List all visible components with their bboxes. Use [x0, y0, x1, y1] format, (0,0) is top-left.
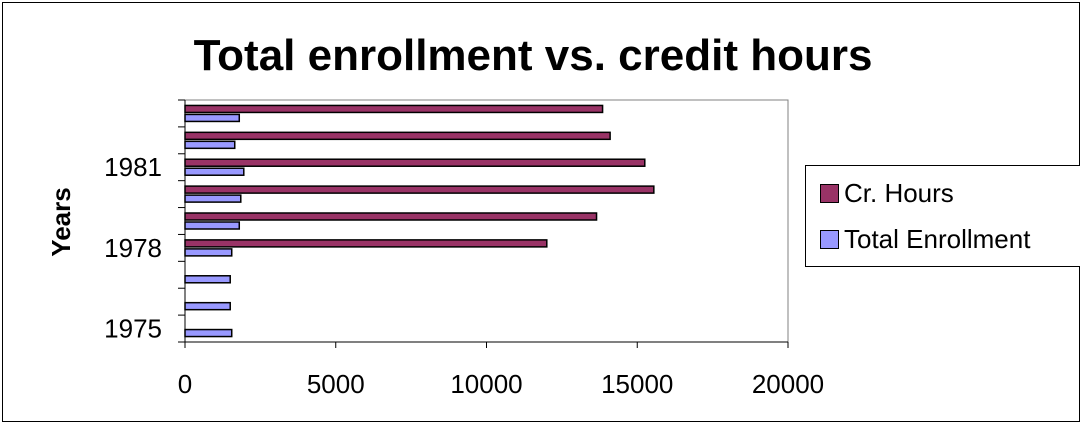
bar-total-enrollment-1981 — [184, 167, 245, 176]
legend: Cr. Hours Total Enrollment — [805, 165, 1080, 267]
x-tick-label: 20000 — [752, 369, 824, 399]
bar-cr-hours-1980 — [184, 185, 655, 194]
legend-item-cr-hours: Cr. Hours — [820, 178, 954, 209]
x-tick-label: 0 — [178, 369, 192, 399]
bar-total-enrollment-1975 — [184, 328, 233, 338]
bar-total-enrollment-1978 — [184, 248, 233, 257]
bar-total-enrollment-1977 — [184, 275, 231, 284]
bar-total-enrollment-1980 — [184, 194, 242, 203]
bar-total-enrollment-1982 — [184, 140, 236, 150]
x-tick-label: 10000 — [450, 369, 522, 399]
bar-cr-hours-1978 — [184, 239, 548, 248]
y-tick-label: 1978 — [104, 233, 162, 263]
legend-swatch-cr-hours — [820, 184, 839, 203]
bar-cr-hours-1979 — [184, 212, 598, 221]
bar-cr-hours-1983 — [184, 104, 604, 114]
bar-total-enrollment-1979 — [184, 221, 241, 230]
x-tick-label: 5000 — [307, 369, 365, 399]
y-tick-label: 1981 — [104, 152, 162, 182]
legend-swatch-total-enrollment — [820, 230, 839, 249]
y-tick-label: 1975 — [104, 314, 162, 344]
bar-cr-hours-1981 — [184, 158, 646, 167]
plot-border — [184, 99, 789, 343]
legend-label-total-enrollment: Total Enrollment — [844, 224, 1031, 254]
plot-area: 1975 1978 1981 0 5000 10000 15000 20000 Years — [46, 99, 824, 399]
y-axis-title: Years — [46, 187, 76, 256]
legend-label-cr-hours: Cr. Hours — [844, 178, 954, 208]
legend-item-total-enrollment: Total Enrollment — [820, 224, 1030, 255]
x-tick-label: 15000 — [601, 369, 673, 399]
bar-cr-hours-1982 — [184, 131, 611, 141]
bar-total-enrollment-1983 — [184, 113, 241, 123]
chart-title: Total enrollment vs. credit hours — [193, 31, 873, 80]
bar-total-enrollment-1976 — [184, 301, 231, 311]
